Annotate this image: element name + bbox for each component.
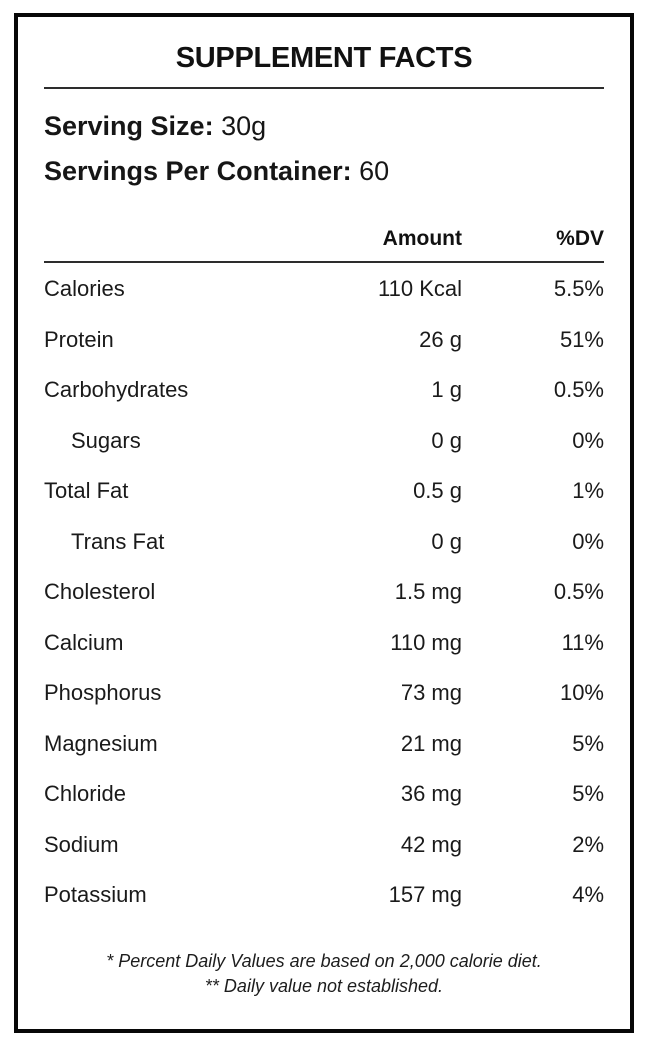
nutrient-amount: 36 mg — [400, 781, 462, 807]
table-row: Cholesterol 1.5 mg 0.5% — [44, 567, 604, 618]
nutrient-amount: 110 Kcal — [378, 276, 462, 302]
nutrient-name: Sugars — [71, 427, 141, 453]
table-row: Carbohydrates 1 g 0.5% — [44, 365, 604, 416]
table-row: Sodium 42 mg 2% — [44, 820, 604, 871]
nutrient-name: Cholesterol — [44, 579, 156, 605]
header-amount: Amount — [382, 227, 462, 250]
nutrient-amount: 0 g — [431, 528, 462, 554]
serving-size-label: Serving Size: — [44, 111, 214, 141]
nutrient-name: Calories — [44, 276, 125, 302]
nutrient-dv: 0% — [572, 427, 604, 453]
nutrient-name: Magnesium — [44, 730, 158, 756]
nutrient-dv: 4% — [572, 882, 604, 908]
table-row: Calcium 110 mg 11% — [44, 618, 604, 669]
nutrient-dv: 10% — [559, 680, 604, 706]
nutrient-name: Chloride — [44, 781, 126, 807]
serving-size-value: 30g — [221, 111, 267, 141]
table-row: Total Fat 0.5 g 1% — [44, 466, 604, 517]
header-dv: %DV — [556, 227, 604, 250]
nutrient-dv: 2% — [572, 831, 604, 857]
nutrient-amount: 110 mg — [390, 629, 462, 655]
nutrient-name: Carbohydrates — [44, 377, 189, 403]
table-row: Potassium 157 mg 4% — [44, 870, 604, 921]
nutrient-table-body: Calories 110 Kcal 5.5% Protein 26 g 51% … — [44, 264, 604, 921]
nutrient-amount: 0 g — [431, 427, 462, 453]
nutrient-dv: 0.5% — [553, 377, 604, 403]
table-row: Trans Fat 0 g 0% — [44, 517, 604, 568]
table-row: Calories 110 Kcal 5.5% — [44, 264, 604, 315]
nutrient-name: Sodium — [44, 831, 119, 857]
nutrient-dv: 0% — [572, 528, 604, 554]
nutrient-amount: 42 mg — [400, 831, 462, 857]
table-row: Chloride 36 mg 5% — [44, 769, 604, 820]
nutrient-name: Trans Fat — [71, 528, 165, 554]
table-row: Protein 26 g 51% — [44, 315, 604, 366]
nutrient-dv: 1% — [572, 478, 604, 504]
nutrient-dv: 5% — [572, 781, 604, 807]
table-row: Magnesium 21 mg 5% — [44, 719, 604, 770]
table-row: Phosphorus 73 mg 10% — [44, 668, 604, 719]
header-divider — [44, 261, 604, 263]
footnote-not-established: ** Daily value not established. — [204, 975, 444, 996]
nutrient-dv: 5% — [572, 730, 604, 756]
table-row: Sugars 0 g 0% — [44, 416, 604, 467]
nutrient-name: Protein — [44, 326, 114, 352]
nutrient-name: Phosphorus — [44, 680, 162, 706]
nutrient-amount: 21 mg — [400, 730, 462, 756]
nutrient-name: Total Fat — [44, 478, 129, 504]
nutrient-amount: 1.5 mg — [394, 579, 462, 605]
nutrient-amount: 73 mg — [400, 680, 462, 706]
footnotes: * Percent Daily Values are based on 2,00… — [44, 949, 604, 999]
label-content: SUPPLEMENT FACTS Serving Size: 30g Servi… — [18, 44, 630, 999]
nutrient-amount: 1 g — [431, 377, 462, 403]
footnote-daily-values: * Percent Daily Values are based on 2,00… — [106, 950, 542, 971]
title-divider — [44, 87, 604, 89]
nutrient-dv: 51% — [559, 326, 604, 352]
nutrient-amount: 26 g — [419, 326, 462, 352]
label-title: SUPPLEMENT FACTS — [175, 42, 473, 74]
serving-size-line: Serving Size: 30g — [44, 110, 604, 142]
nutrient-amount: 0.5 g — [413, 478, 462, 504]
supplement-facts-label: SUPPLEMENT FACTS Serving Size: 30g Servi… — [14, 13, 634, 1033]
nutrient-name: Potassium — [44, 882, 147, 908]
nutrient-name: Calcium — [44, 629, 124, 655]
table-header-row: Amount %DV — [44, 227, 604, 251]
nutrient-dv: 11% — [561, 629, 604, 655]
nutrient-dv: 5.5% — [553, 276, 604, 302]
servings-per-container-line: Servings Per Container: 60 — [44, 155, 604, 187]
servings-per-container-label: Servings Per Container: — [44, 156, 352, 186]
nutrient-amount: 157 mg — [388, 882, 462, 908]
servings-per-container-value: 60 — [359, 156, 390, 186]
nutrient-dv: 0.5% — [553, 579, 604, 605]
